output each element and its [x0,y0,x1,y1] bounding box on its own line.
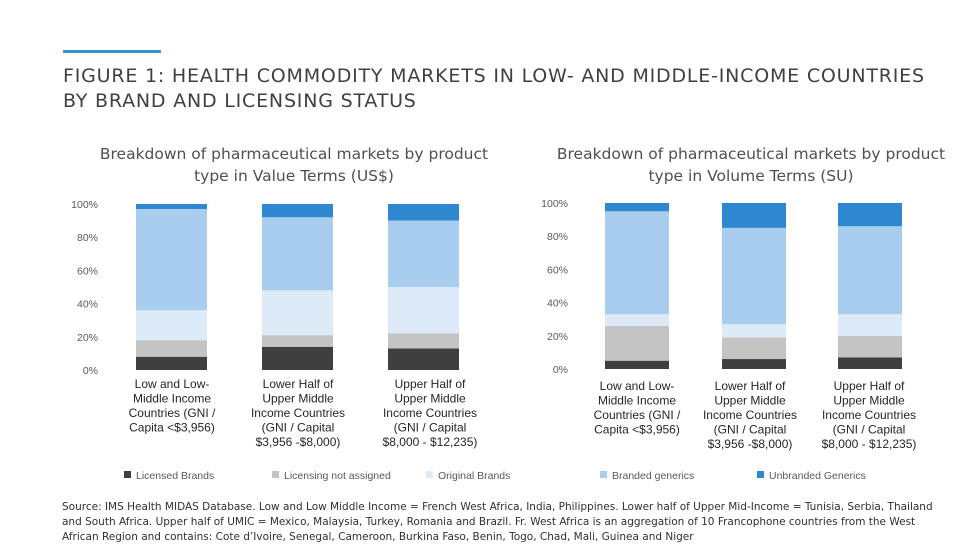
legend-swatch [272,471,279,478]
chart-2-title-line-1: Breakdown of pharmaceutical markets by p… [557,145,945,163]
chart-2-bar-segment-unbranded-generics [605,203,669,212]
chart-1-category-label: Income Countries [251,406,345,420]
chart-1-title-line-2: type in Value Terms (US$) [194,167,394,185]
legend-label: Unbranded Generics [769,470,866,482]
chart-2-y-tick-label: 60% [547,264,568,276]
chart-1-bar-segment-unbranded-generics [136,204,207,209]
chart-1-bar-segment-unbranded-generics [262,204,333,218]
figure-title: FIGURE 1: HEALTH COMMODITY MARKETS IN LO… [63,64,943,114]
legend-swatch [757,471,764,478]
title-accent-line [63,50,161,53]
chart-1-bar-segment-licensing-not-assigned [262,335,333,347]
chart-1-category-label: (GNI / Capital [262,421,335,435]
chart-1-y-tick-label: 100% [71,199,98,211]
chart-2-bar-segment-original-brands [722,324,786,338]
chart-1-bar-segment-licensed-brands [262,346,333,370]
chart-2-bar-segment-unbranded-generics [838,203,902,227]
chart-1-y-tick-label: 80% [77,232,98,244]
chart-2-y-tick-label: 0% [553,364,568,376]
chart-2-bar-segment-unbranded-generics [722,203,786,228]
chart-1-category-label: Upper Middle [262,392,334,406]
chart-1-bar-segment-branded-generics [262,217,333,291]
chart-2-bar-segment-original-brands [605,314,669,326]
chart-2-y-tick-label: 80% [547,231,568,243]
chart-2-category-label: $3,956 -$8,000) [708,437,793,451]
chart-2-bar-segment-licensed-brands [838,357,902,369]
chart-2-category-label: $8,000 - $12,235) [822,437,917,451]
chart-2-bar-segment-licensing-not-assigned [605,325,669,361]
chart-2-title-line-2: type in Volume Terms (SU) [648,167,853,185]
chart-2-y-tick-label: 40% [547,298,568,310]
chart-2-bar-segment-branded-generics [722,227,786,325]
chart-1-category-label: $8,000 - $12,235) [383,435,478,449]
chart-1-bar-segment-unbranded-generics [388,204,459,221]
legend-swatch [600,471,607,478]
source-line-2: and South Africa. Upper half of UMIC = M… [62,516,916,528]
chart-1-category-label: Middle Income [133,392,211,406]
chart-1-category-label: (GNI / Capital [394,421,467,435]
chart-2-bar-segment-original-brands [838,314,902,336]
chart-1-category-label: Low and Low- [135,377,210,391]
chart-2-category-label: Income Countries [822,408,916,422]
legend-swatch [124,471,131,478]
chart-1-y-tick-label: 0% [83,365,98,377]
legend-swatch [426,471,433,478]
chart-2-bar-segment-branded-generics [838,226,902,315]
chart-1-bar-segment-licensed-brands [388,348,459,370]
chart-1-y-tick-label: 60% [77,265,98,277]
chart-1-bar-segment-branded-generics [388,220,459,287]
chart-2-y-tick-label: 100% [541,198,568,210]
chart-1-category-label: Upper Half of [395,377,466,391]
chart-2-category-label: Countries (GNI / [594,408,681,422]
chart-2-category-label: Income Countries [703,408,797,422]
legend-label: Branded generics [612,470,694,482]
chart-1-bar-segment-branded-generics [136,208,207,311]
chart-1-category-label: Capita <$3,956) [129,421,215,435]
figure-title-line-1: FIGURE 1: HEALTH COMMODITY MARKETS IN LO… [63,65,925,87]
chart-2-category-label: Lower Half of [715,379,786,393]
chart-2-bar-segment-licensed-brands [605,360,669,369]
chart-1-category-label: $3,956 -$8,000) [256,435,341,449]
chart-1-category-label: Countries (GNI / [129,406,216,420]
figure-title-line-2: BY BRAND AND LICENSING STATUS [63,90,417,112]
chart-2-category-label: Middle Income [598,394,676,408]
chart-1-bar-segment-licensed-brands [136,356,207,370]
chart-1-category-label: Upper Middle [394,392,466,406]
chart-1-bar-segment-original-brands [136,310,207,341]
chart-2-y-tick-label: 20% [547,331,568,343]
chart-1-title-line-1: Breakdown of pharmaceutical markets by p… [100,145,488,163]
chart-2-bar-segment-licensing-not-assigned [838,335,902,358]
source-line-3: African Region and contains: Cote d’Ivoi… [62,531,694,543]
chart-1-bar-segment-licensing-not-assigned [136,340,207,357]
chart-2-category-label: (GNI / Capital [833,423,906,437]
legend-label: Licensed Brands [136,470,214,482]
chart-1-category-label: Lower Half of [263,377,334,391]
legend-label: Original Brands [438,470,510,482]
chart-2-category-label: Upper Middle [833,394,905,408]
chart-1-category-label: Income Countries [383,406,477,420]
legend-label: Licensing not assigned [284,470,391,482]
chart-2-category-label: Upper Middle [714,394,786,408]
chart-2-bar-segment-licensing-not-assigned [722,337,786,360]
chart-2-bar-segment-branded-generics [605,211,669,315]
chart-2-category-label: (GNI / Capital [714,423,787,437]
chart-2-category-label: Low and Low- [600,379,675,393]
chart-2-category-label: Upper Half of [834,379,905,393]
chart-1-bar-segment-original-brands [388,287,459,334]
chart-1-y-tick-label: 20% [77,332,98,344]
chart-2-bar-segment-licensed-brands [722,359,786,369]
chart-1-y-tick-label: 40% [77,299,98,311]
source-note: Source: IMS Health MIDAS Database. Low a… [62,500,942,545]
chart-1-bar-segment-licensing-not-assigned [388,333,459,349]
chart-1-bar-segment-original-brands [262,290,333,336]
chart-2-category-label: Capita <$3,956) [594,423,680,437]
source-line-1: Source: IMS Health MIDAS Database. Low a… [62,501,933,513]
